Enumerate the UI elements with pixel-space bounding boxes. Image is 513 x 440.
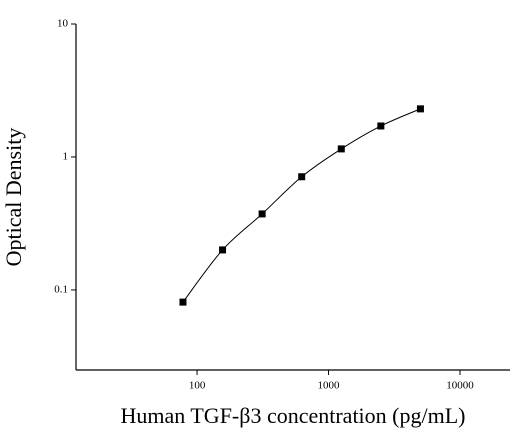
x-axis-label: Human TGF-β3 concentration (pg/mL) xyxy=(121,403,466,428)
y-tick-label: 10 xyxy=(57,18,69,30)
x-tick-label: 10000 xyxy=(446,380,474,392)
x-tick-label: 1000 xyxy=(318,380,341,392)
data-point xyxy=(377,122,385,130)
data-point xyxy=(416,105,424,113)
y-tick-label: 1 xyxy=(63,151,69,163)
data-point xyxy=(179,298,187,306)
data-point xyxy=(219,246,227,254)
fit-curve xyxy=(182,108,421,303)
y-tick-label: 0.1 xyxy=(54,283,68,295)
x-tick-label: 100 xyxy=(189,380,206,392)
data-point xyxy=(258,210,266,218)
y-axis-label: Optical Density xyxy=(1,128,26,267)
data-point xyxy=(298,173,306,181)
data-point xyxy=(337,145,345,153)
